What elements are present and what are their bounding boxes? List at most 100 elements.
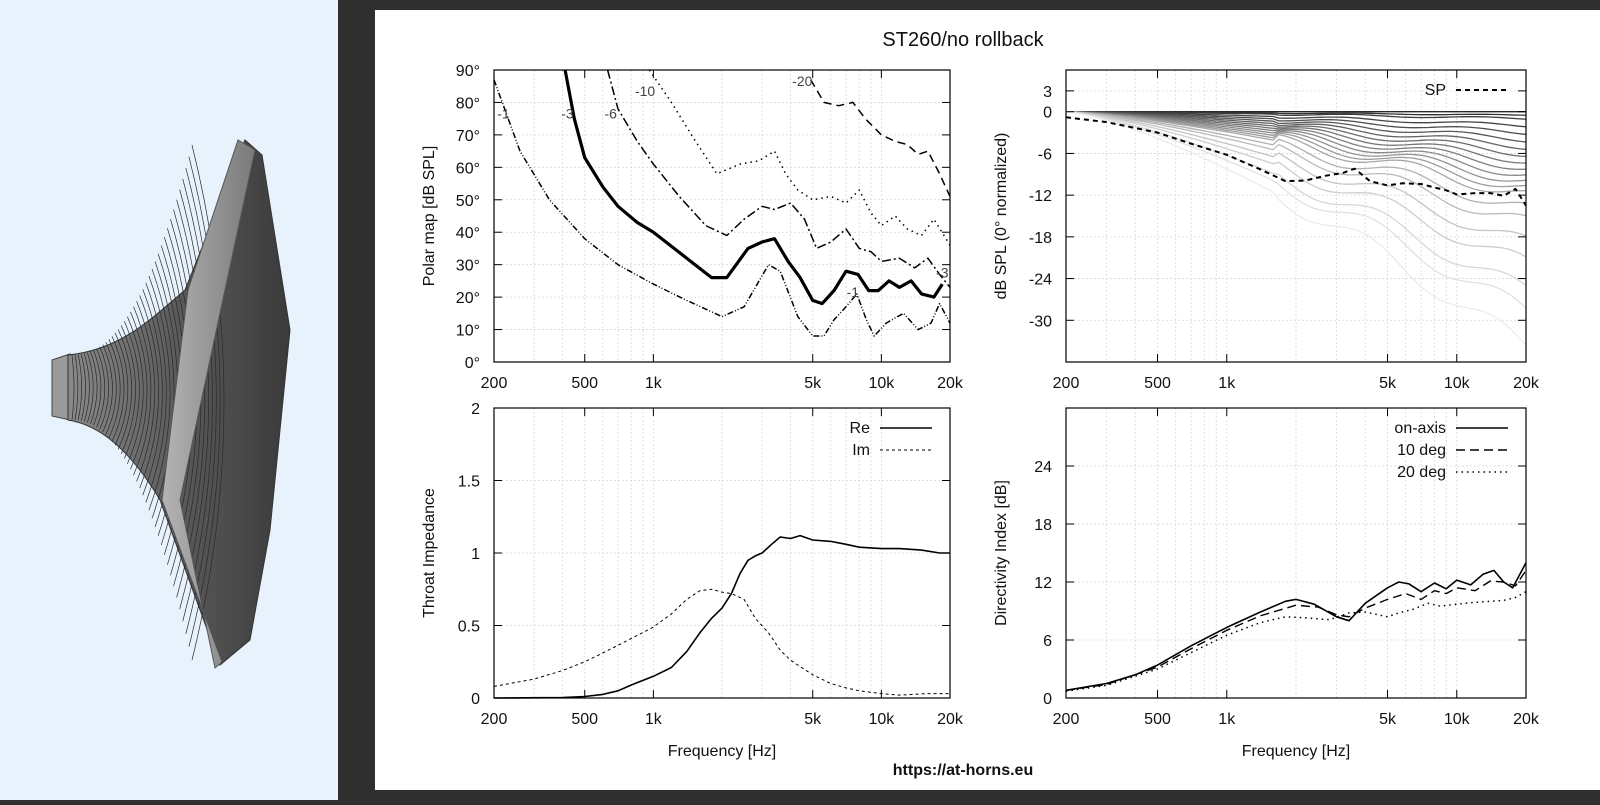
legend-label: Im — [852, 442, 870, 459]
y-tick-label: 40° — [456, 225, 480, 242]
y-tick-label: 0 — [471, 691, 480, 708]
figure-title: ST260/no rollback — [882, 29, 1044, 51]
series-polar_map-0 — [493, 79, 951, 337]
horn-mouth-rim — [161, 139, 256, 669]
x-tick-label: 5k — [1379, 375, 1397, 392]
y-tick-label: 1 — [471, 546, 480, 563]
legend: on-axis 10 deg 20 deg — [1394, 420, 1508, 481]
off-axis-curve — [1065, 111, 1527, 217]
y-tick-label: 60° — [456, 160, 480, 177]
y-tick-label: 90° — [456, 63, 480, 80]
horn-rib — [123, 321, 140, 459]
x-tick-label: 10k — [1444, 375, 1471, 392]
y-tick-label: 2 — [471, 401, 480, 418]
legend-label: SP — [1425, 82, 1446, 99]
off-axis-curve — [1065, 111, 1527, 346]
x-axis-label: Frequency [Hz] — [1242, 743, 1350, 760]
plot-area: ST260/no rollback -1 -3 -6 -10 -20 -1 -3 200 500… — [375, 10, 1600, 790]
horn-rib — [93, 350, 102, 426]
contour-label: -10 — [635, 83, 655, 99]
y-tick-label: 6 — [1043, 633, 1052, 650]
y-tick-label: -30 — [1029, 313, 1052, 330]
series-polar_map-1 — [563, 69, 944, 306]
series-directivity_index-0 — [1065, 562, 1527, 692]
y-tick-label: 1.5 — [458, 474, 480, 491]
x-tick-label: 200 — [1053, 375, 1080, 392]
horn-rib — [133, 306, 152, 476]
x-tick-label: 20k — [1513, 711, 1540, 728]
horn-rib — [142, 289, 163, 496]
horn-throat — [51, 353, 71, 421]
horn-rib — [117, 329, 133, 450]
legend-label: 20 deg — [1397, 464, 1446, 481]
y-tick-label: 0° — [465, 355, 480, 372]
y-axis-label: dB SPL (0° normalized) — [993, 133, 1010, 300]
horn-rib — [151, 268, 175, 519]
legend-label: on-axis — [1394, 420, 1446, 437]
y-tick-label: -6 — [1038, 146, 1052, 163]
plot-frame — [1065, 69, 1527, 363]
footer-url[interactable]: https://at-horns.eu — [893, 762, 1033, 779]
horn-rib — [74, 354, 79, 421]
x-tick-label: 500 — [1144, 375, 1171, 392]
horn-rib — [87, 352, 94, 423]
plot-window: ST260/no rollback -1 -3 -6 -10 -20 -1 -3 200 500… — [338, 0, 1600, 800]
horn-rib — [136, 301, 156, 482]
horn-rib — [145, 282, 167, 503]
y-tick-label: 70° — [456, 128, 480, 145]
legend: SP — [1425, 82, 1508, 99]
y-tick-label: 20° — [456, 290, 480, 307]
horn-rib — [108, 339, 121, 439]
horn-preview-pane — [0, 0, 338, 800]
x-tick-label: 10k — [1444, 711, 1471, 728]
contour-label: -1 — [497, 106, 510, 122]
horn-3d-render — [51, 139, 291, 669]
x-tick-label: 10k — [868, 711, 895, 728]
horn-rib — [176, 199, 206, 598]
off-axis-curve — [1065, 111, 1527, 204]
y-tick-label: 24 — [1034, 459, 1052, 476]
horn-rib — [90, 351, 98, 425]
horn-rib — [83, 353, 90, 422]
legend: Re Im — [850, 420, 932, 459]
plot-frame — [493, 69, 951, 363]
grid — [1065, 408, 1527, 699]
contour-label: -3 — [936, 265, 949, 281]
legend-label: Re — [850, 420, 871, 437]
horn-rib — [77, 354, 82, 421]
horn-rib — [185, 167, 217, 634]
y-tick-label: 50° — [456, 193, 480, 210]
x-tick-label: 1k — [645, 711, 663, 728]
horn-rib — [71, 354, 75, 421]
series-polar_map-3 — [648, 69, 951, 246]
polar-map-chart: -1 -3 -6 -10 -20 -1 -3 200 500 1k 5k 10k 20k 0° 10° 20°… — [421, 63, 964, 392]
series-throat_impedance-0 — [493, 534, 950, 699]
legend-label: 10 deg — [1397, 442, 1446, 459]
horn-rib — [188, 156, 221, 647]
horn-rib — [127, 316, 144, 464]
x-tick-label: 1k — [1218, 711, 1236, 728]
x-tick-label: 200 — [1053, 711, 1080, 728]
contour-label: -20 — [792, 73, 812, 89]
directivity-index-chart: 200 500 1k 5k 10k 20k 0 6 12 18 24 Frequency [Hz] Di… — [993, 407, 1540, 760]
y-tick-label: 3 — [1043, 84, 1052, 101]
x-tick-label: 500 — [1144, 711, 1171, 728]
y-axis-label: Directivity Index [dB] — [993, 480, 1010, 626]
x-tick-label: 1k — [1218, 375, 1236, 392]
x-tick-label: 5k — [804, 375, 822, 392]
y-tick-label: 0.5 — [458, 619, 480, 636]
off-axis-curve — [1065, 111, 1527, 258]
horn-rib — [191, 144, 225, 661]
x-tick-label: 5k — [804, 711, 822, 728]
series-polar_map-4 — [810, 79, 951, 197]
throat-impedance-chart: 200 500 1k 5k 10k 20k 0 0.5 1 1.5 2 Frequency [Hz] T… — [421, 401, 964, 760]
off-axis-curve — [1065, 111, 1526, 193]
y-tick-label: 0 — [1043, 105, 1052, 122]
horn-rib — [130, 311, 148, 470]
off-axis-curve-family — [1065, 111, 1527, 346]
x-tick-label: 20k — [937, 375, 964, 392]
x-tick-label: 1k — [645, 375, 663, 392]
x-axis-label: Frequency [Hz] — [668, 743, 776, 760]
horn-rib — [139, 295, 159, 489]
